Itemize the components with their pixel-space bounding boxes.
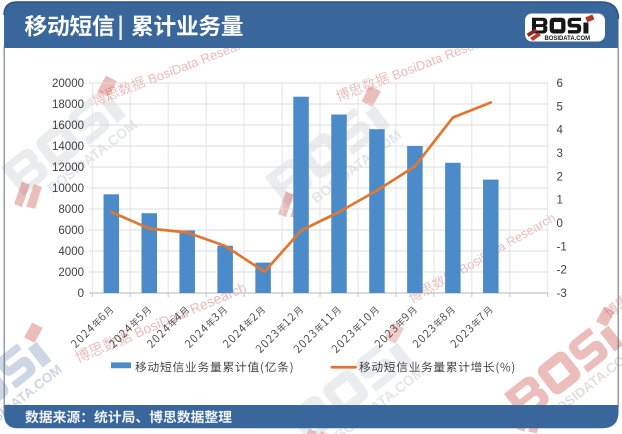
svg-text:12000: 12000 xyxy=(52,162,84,174)
svg-text:14000: 14000 xyxy=(52,141,84,153)
svg-text:16000: 16000 xyxy=(52,120,84,132)
svg-text:8000: 8000 xyxy=(58,204,84,216)
svg-text:-2: -2 xyxy=(557,265,567,277)
svg-text:0: 0 xyxy=(557,218,563,230)
svg-text:2000: 2000 xyxy=(58,267,84,279)
svg-text:4: 4 xyxy=(557,125,564,137)
svg-text:20000: 20000 xyxy=(52,78,84,90)
svg-text:1: 1 xyxy=(557,195,563,207)
svg-text:5: 5 xyxy=(557,101,563,113)
svg-text:2: 2 xyxy=(557,171,563,183)
svg-text:3: 3 xyxy=(557,148,563,160)
svg-text:-3: -3 xyxy=(557,288,567,300)
svg-text:4000: 4000 xyxy=(58,246,84,258)
svg-text:10000: 10000 xyxy=(52,183,84,195)
svg-text:BOSIDATA.COM: BOSIDATA.COM xyxy=(544,36,590,42)
svg-text:18000: 18000 xyxy=(52,99,84,111)
svg-text:0: 0 xyxy=(78,288,84,300)
svg-text:6000: 6000 xyxy=(58,225,84,237)
svg-text:6: 6 xyxy=(557,78,563,90)
svg-text:-1: -1 xyxy=(557,241,567,253)
